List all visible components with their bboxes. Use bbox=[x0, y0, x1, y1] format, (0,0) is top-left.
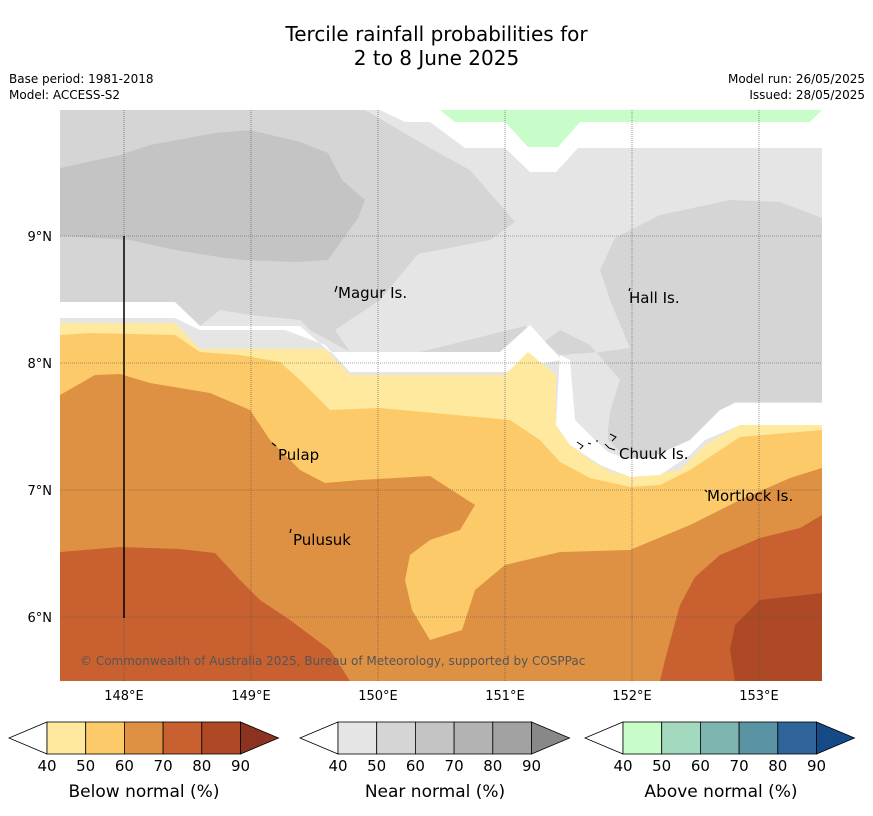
place-label-hall: Hall Is. bbox=[629, 289, 680, 307]
latitude-labels: 9°N 8°N 7°N 6°N bbox=[28, 230, 53, 626]
below-normal-80-region bbox=[730, 593, 822, 681]
place-label-chuuk: Chuuk Is. bbox=[619, 445, 688, 463]
colorbar-segment bbox=[622, 721, 663, 755]
place-label-pulap: Pulap bbox=[278, 446, 319, 464]
model-name: Model: ACCESS-S2 bbox=[9, 88, 121, 102]
lon-label: 150°E bbox=[358, 689, 398, 704]
colorbar-segment bbox=[376, 721, 416, 755]
colorbar-tick-label: 40 bbox=[37, 757, 56, 775]
model-run: Model run: 26/05/2025 bbox=[727, 72, 865, 86]
lat-label: 7°N bbox=[28, 484, 53, 499]
colorbar-segment bbox=[337, 721, 378, 755]
colorbar-1: 40 50 60 70 80 90 bbox=[298, 721, 571, 775]
map-fill-layer bbox=[60, 110, 822, 681]
colorbar-0: 40 50 60 70 80 90 bbox=[7, 721, 280, 775]
lon-label: 148°E bbox=[104, 689, 144, 704]
place-label-pulusuk: Pulusuk bbox=[293, 531, 351, 549]
colorbar-tick-label: 50 bbox=[76, 757, 95, 775]
colorbar-tick-label: 70 bbox=[730, 757, 749, 775]
colorbar-segment bbox=[700, 721, 740, 755]
place-labels: Magur Is. Hall Is. Pulap Chuuk Is. Mortl… bbox=[278, 284, 793, 549]
place-label-mortlock: Mortlock Is. bbox=[707, 487, 793, 505]
colorbar-tick-label: 60 bbox=[406, 757, 425, 775]
colorbar-tick-label: 90 bbox=[231, 757, 250, 775]
colorbar-segment bbox=[453, 721, 494, 755]
colorbar-right-extend bbox=[531, 721, 571, 755]
neutral-gap-left bbox=[60, 302, 560, 372]
lon-label: 152°E bbox=[612, 689, 652, 704]
colorbar-tick-label: 80 bbox=[768, 757, 787, 775]
lon-label: 153°E bbox=[739, 689, 779, 704]
magur-island-shape bbox=[334, 285, 338, 293]
colorbar-tick-label: 60 bbox=[115, 757, 134, 775]
colorbar-right-extend bbox=[816, 721, 856, 755]
copyright-notice: © Commonwealth of Australia 2025, Bureau… bbox=[80, 654, 585, 668]
lat-label: 8°N bbox=[28, 357, 53, 372]
chuuk-lagoon-shape bbox=[576, 433, 617, 451]
meta-right: Model run: 26/05/2025 Issued: 28/05/2025 bbox=[728, 71, 865, 103]
colorbar-segment bbox=[85, 721, 125, 755]
longitude-labels: 148°E 149°E 150°E 151°E 152°E 153°E bbox=[104, 689, 779, 704]
colorbar-segment bbox=[162, 721, 203, 755]
colorbar-tick-label: 40 bbox=[613, 757, 632, 775]
colorbar-title-above: Above normal (%) bbox=[644, 782, 798, 802]
near-normal-60-region bbox=[60, 130, 365, 262]
colorbar-segment bbox=[46, 721, 87, 755]
colorbar-tick-label: 50 bbox=[652, 757, 671, 775]
neutral-gap-chuuk bbox=[556, 355, 822, 477]
colorbar-tick-label: 80 bbox=[483, 757, 502, 775]
colorbar-title-below: Below normal (%) bbox=[68, 782, 220, 802]
colorbar-title-near: Near normal (%) bbox=[364, 782, 506, 802]
colorbar-tick-label: 60 bbox=[691, 757, 710, 775]
colorbar-tick-label: 90 bbox=[807, 757, 826, 775]
meta-left: Base period: 1981-2018 Model: ACCESS-S2 bbox=[9, 71, 154, 103]
lon-label: 151°E bbox=[485, 689, 525, 704]
colorbar-segment bbox=[414, 721, 455, 755]
hall-island-shape bbox=[628, 287, 631, 292]
neutral-gap-top bbox=[380, 110, 822, 172]
lat-label: 6°N bbox=[28, 611, 53, 626]
colorbar-group: 40 50 60 70 80 90 40 50 60 70 80 90 40 50 60 70 80 90 bbox=[7, 721, 856, 775]
title-line-2: 2 to 8 June 2025 bbox=[353, 46, 520, 70]
colorbar-right-extend bbox=[240, 721, 280, 755]
colorbar-left-extend bbox=[298, 721, 339, 755]
pulap-island-shape bbox=[271, 442, 277, 447]
pulusuk-island-shape bbox=[289, 528, 292, 534]
lat-label: 9°N bbox=[28, 230, 53, 245]
base-period: Base period: 1981-2018 bbox=[9, 72, 154, 86]
below-normal-70-region-west bbox=[60, 547, 350, 681]
colorbar-tick-label: 80 bbox=[192, 757, 211, 775]
colorbar-2: 40 50 60 70 80 90 bbox=[583, 721, 856, 775]
lon-label: 149°E bbox=[231, 689, 271, 704]
colorbar-segment bbox=[492, 721, 532, 755]
colorbar-left-extend bbox=[583, 721, 624, 755]
colorbar-left-extend bbox=[7, 721, 48, 755]
colorbar-segment bbox=[777, 721, 817, 755]
place-label-magur: Magur Is. bbox=[338, 284, 407, 302]
colorbar-tick-label: 50 bbox=[367, 757, 386, 775]
island-markers bbox=[271, 285, 708, 534]
colorbar-segment bbox=[738, 721, 779, 755]
chart-title: Tercile rainfall probabilities for 2 to … bbox=[0, 22, 873, 70]
colorbar-segment bbox=[661, 721, 701, 755]
colorbar-segment bbox=[124, 721, 164, 755]
mortlock-island-shape bbox=[704, 489, 708, 493]
colorbar-tick-label: 70 bbox=[445, 757, 464, 775]
colorbar-tick-label: 90 bbox=[522, 757, 541, 775]
title-line-1: Tercile rainfall probabilities for bbox=[285, 22, 588, 46]
graticule bbox=[60, 110, 822, 681]
colorbar-tick-label: 70 bbox=[154, 757, 173, 775]
above-normal-40-region bbox=[440, 110, 822, 147]
colorbar-segment bbox=[201, 721, 241, 755]
colorbar-tick-label: 40 bbox=[328, 757, 347, 775]
issued-date: Issued: 28/05/2025 bbox=[749, 88, 865, 102]
